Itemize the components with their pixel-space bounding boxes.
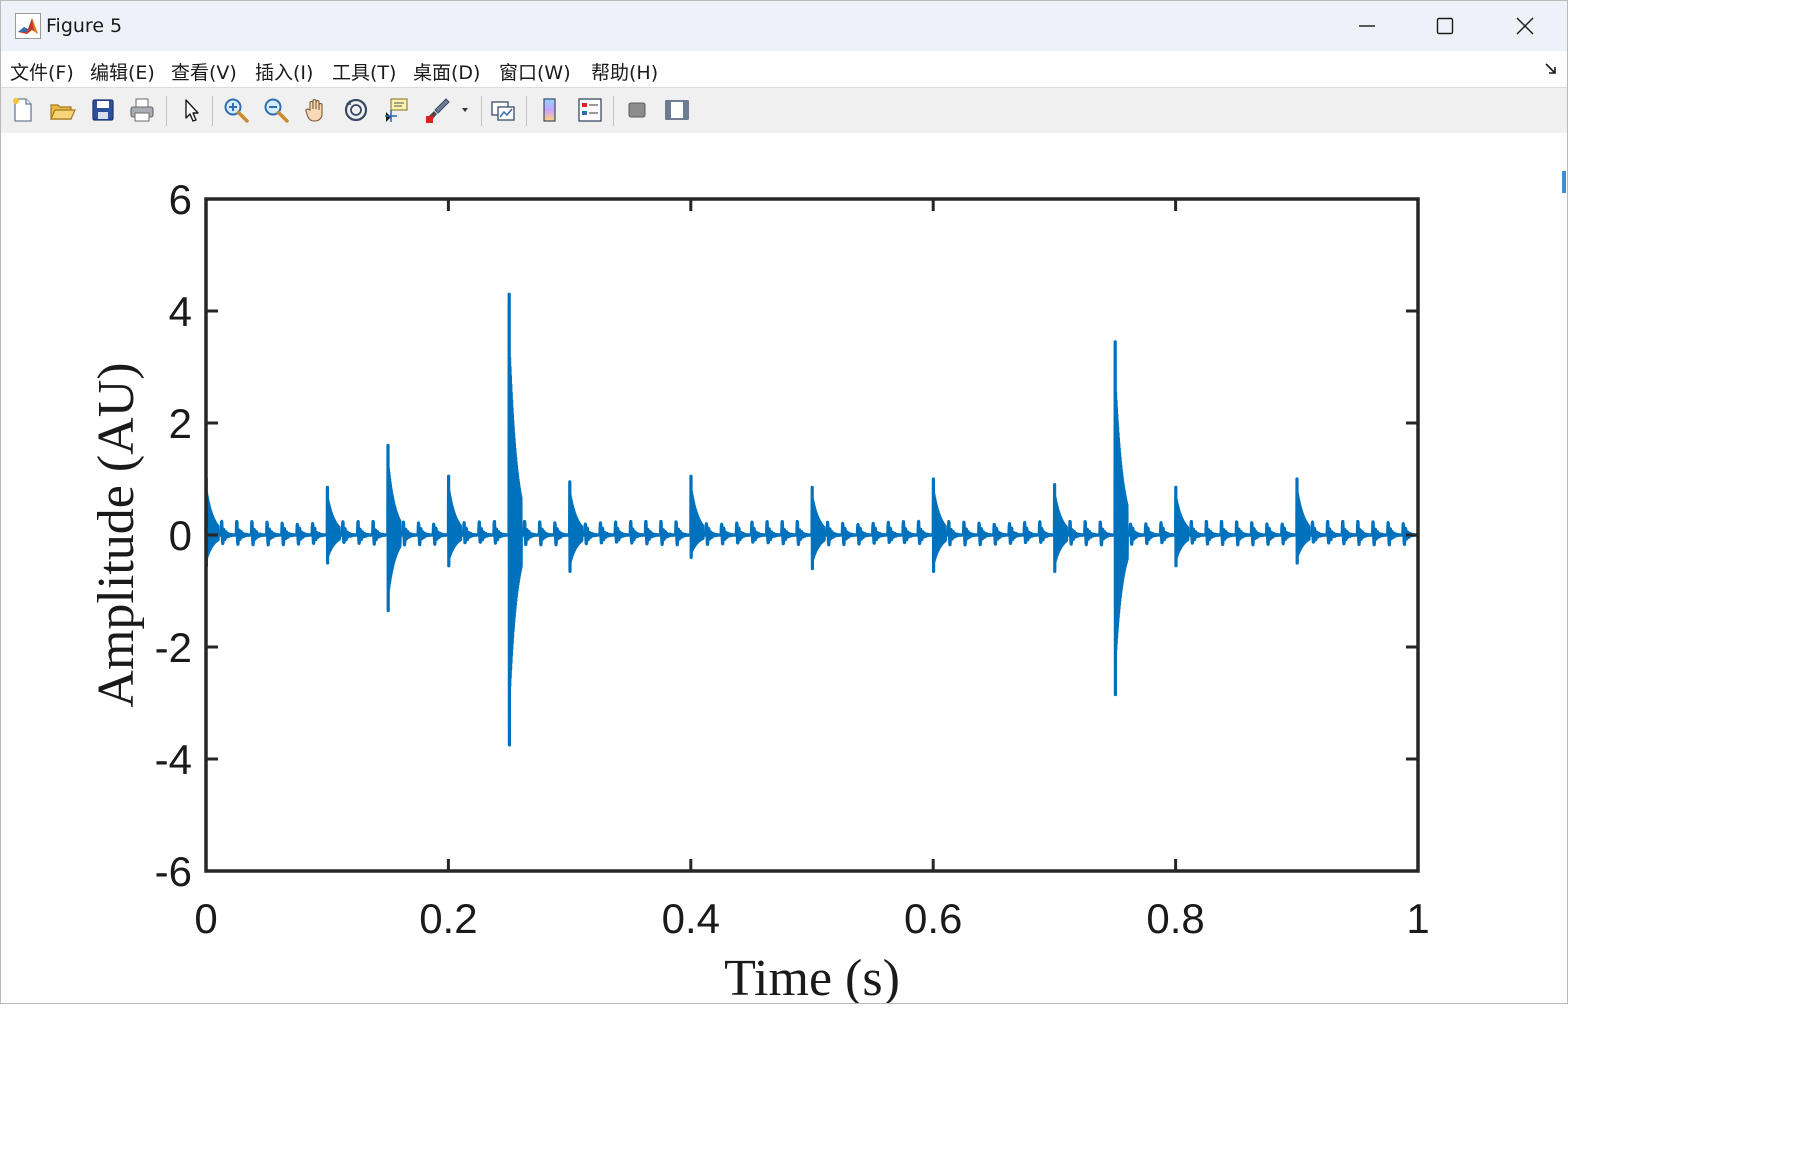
menu-help[interactable]: 帮助(H) xyxy=(591,62,659,84)
rotate-3d-icon xyxy=(344,98,368,122)
new-figure-icon xyxy=(13,98,32,122)
menu-view[interactable]: 查看(V) xyxy=(171,62,237,84)
legend-button[interactable] xyxy=(574,94,606,126)
menu-insert[interactable]: 插入(I) xyxy=(255,62,314,84)
pan-button[interactable] xyxy=(300,94,332,126)
x-axis-label: Time (s) xyxy=(724,950,900,1003)
toolbar-separator xyxy=(613,96,614,126)
zoom-in-button[interactable] xyxy=(220,94,252,126)
hide-plot-tools-button[interactable] xyxy=(621,94,653,126)
print-button[interactable] xyxy=(126,94,158,126)
colorbar-button[interactable] xyxy=(534,94,566,126)
y-tick-label: 0 xyxy=(169,512,192,559)
menu-tools[interactable]: 工具(T) xyxy=(332,62,397,84)
y-tick-label: 2 xyxy=(169,400,192,447)
open-file-icon xyxy=(50,104,76,120)
y-tick-label: 6 xyxy=(169,176,192,223)
menu-edit[interactable]: 编辑(E) xyxy=(90,62,155,84)
rotate-3d-button[interactable] xyxy=(340,94,372,126)
toolbar-separator xyxy=(526,96,527,126)
maximize-button[interactable] xyxy=(1405,1,1485,51)
toolbar-separator xyxy=(481,96,482,126)
save-button[interactable] xyxy=(87,94,119,126)
show-plot-tools-icon xyxy=(665,100,689,120)
data-cursor-icon xyxy=(385,98,408,122)
hide-plot-tools-icon xyxy=(628,102,646,118)
x-tick-label: 0.8 xyxy=(1146,895,1204,942)
window-title: Figure 5 xyxy=(46,15,123,37)
brush-icon xyxy=(426,98,450,123)
matlab-icon xyxy=(15,13,41,39)
axes: 0 0.2 0.4 0.6 0.8 1 -6 -4 -2 0 2 4 6 Time (s) Ampli… xyxy=(88,176,1430,1003)
open-file-button[interactable] xyxy=(46,94,78,126)
link-plot-button[interactable] xyxy=(487,94,519,126)
chevron-down-icon xyxy=(462,108,468,112)
axes-frame xyxy=(204,197,1420,873)
brush-dropdown-button[interactable] xyxy=(455,94,475,126)
zoom-in-icon xyxy=(224,98,249,123)
menu-desktop[interactable]: 桌面(D) xyxy=(413,62,481,84)
menu-bar: 文件(F) 编辑(E) 查看(V) 插入(I) 工具(T) 桌面(D) 窗口(W… xyxy=(1,51,1567,87)
figure-canvas[interactable]: 0 0.2 0.4 0.6 0.8 1 -6 -4 -2 0 2 4 6 Time (s) Ampli… xyxy=(1,133,1567,1003)
menu-file[interactable]: 文件(F) xyxy=(10,62,74,84)
y-axis-tick-labels: -6 -4 -2 0 2 4 6 xyxy=(155,176,192,895)
zoom-out-icon xyxy=(264,98,289,123)
figure-toolbar xyxy=(1,87,1567,134)
figure-window: Figure 5 文件(F) 编辑(E) 查看(V) 插入(I) 工具(T) 桌… xyxy=(0,0,1568,1004)
x-axis-tick-labels: 0 0.2 0.4 0.6 0.8 1 xyxy=(194,895,1429,942)
pointer-icon xyxy=(185,99,199,122)
legend-icon xyxy=(578,98,602,122)
close-button[interactable] xyxy=(1485,1,1565,51)
brush-button[interactable] xyxy=(422,94,454,126)
print-icon xyxy=(130,98,154,122)
pan-icon xyxy=(305,99,323,122)
data-cursor-button[interactable] xyxy=(380,94,412,126)
y-axis-label: Amplitude (AU) xyxy=(88,362,145,707)
y-tick-label: -4 xyxy=(155,736,192,783)
save-icon xyxy=(92,99,114,121)
link-plot-icon xyxy=(491,101,515,121)
title-bar[interactable]: Figure 5 xyxy=(1,1,1567,51)
x-tick-label: 0.4 xyxy=(662,895,720,942)
signal-series-line[interactable] xyxy=(204,292,1420,747)
toolbar-separator xyxy=(212,96,213,126)
new-figure-button[interactable] xyxy=(7,94,39,126)
y-tick-label: -2 xyxy=(155,624,192,671)
x-tick-label: 0.6 xyxy=(904,895,962,942)
window-edge-marker xyxy=(1562,171,1566,193)
maximize-icon xyxy=(1436,17,1454,35)
x-tick-label: 0 xyxy=(194,895,217,942)
show-plot-tools-button[interactable] xyxy=(661,94,693,126)
close-icon xyxy=(1516,17,1534,35)
colorbar-icon xyxy=(543,98,556,122)
x-tick-label: 1 xyxy=(1406,895,1429,942)
toolbar-separator xyxy=(166,96,167,126)
line-plot[interactable]: 0 0.2 0.4 0.6 0.8 1 -6 -4 -2 0 2 4 6 Time (s) Ampli… xyxy=(1,133,1567,1003)
pointer-button[interactable] xyxy=(175,94,207,126)
minimize-icon xyxy=(1359,25,1375,27)
x-tick-label: 0.2 xyxy=(419,895,477,942)
menu-window[interactable]: 窗口(W) xyxy=(499,62,571,84)
y-tick-label: 4 xyxy=(169,288,192,335)
y-tick-label: -6 xyxy=(155,848,192,895)
zoom-out-button[interactable] xyxy=(260,94,292,126)
minimize-button[interactable] xyxy=(1327,1,1407,51)
dock-arrow-icon[interactable] xyxy=(1544,61,1558,80)
